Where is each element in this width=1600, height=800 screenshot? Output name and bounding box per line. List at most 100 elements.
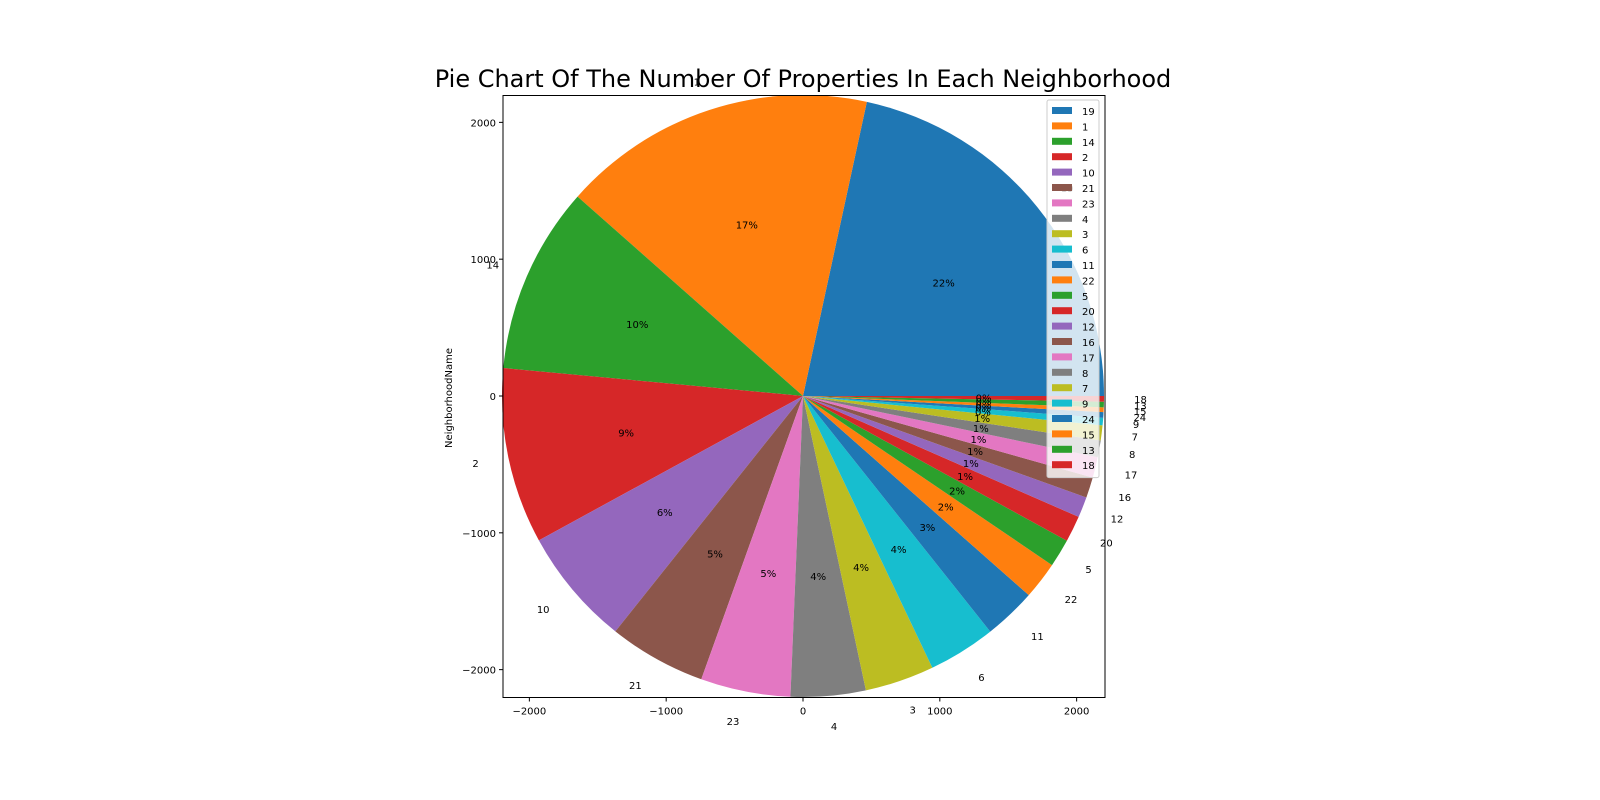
legend-label: 13 xyxy=(1082,446,1095,457)
pie-slice-24 xyxy=(803,396,1104,418)
legend-swatch xyxy=(1052,291,1072,299)
pie-percent-label: 0% xyxy=(975,407,991,418)
legend-label: 3 xyxy=(1082,230,1088,241)
pie-slice-16 xyxy=(803,396,1093,498)
legend-label: 20 xyxy=(1082,307,1095,318)
legend-swatch xyxy=(1052,122,1072,130)
legend-label: 12 xyxy=(1082,323,1095,334)
legend-swatch xyxy=(1052,107,1072,114)
x-tick-label: −1000 xyxy=(649,707,683,718)
legend-swatch xyxy=(1052,399,1072,407)
pie-percent-label: 0% xyxy=(975,403,991,414)
legend-swatch xyxy=(1052,137,1072,145)
legend-label: 14 xyxy=(1082,138,1095,149)
pie-slice-1 xyxy=(577,95,867,397)
legend-label: 5 xyxy=(1082,292,1088,303)
pie-slice-8 xyxy=(803,396,1101,458)
legend-label: 15 xyxy=(1082,430,1095,441)
pie-percent-label: 0% xyxy=(976,394,992,405)
pie-slice-12 xyxy=(803,396,1087,517)
legend-swatch xyxy=(1052,322,1072,330)
legend-label: 19 xyxy=(1082,107,1095,118)
pie-percent-label: 0% xyxy=(975,400,991,411)
pie-percent-label: 4% xyxy=(810,572,826,583)
pie-percent-label: 2% xyxy=(949,486,965,497)
y-tick-label: 0 xyxy=(490,392,496,403)
legend-swatch xyxy=(1052,245,1072,253)
pie-percent-label: 6% xyxy=(657,508,673,519)
legend-label: 4 xyxy=(1082,215,1088,226)
pie-slice-18 xyxy=(803,396,1104,402)
pie-slice-20 xyxy=(803,396,1079,541)
legend-swatch xyxy=(1052,368,1072,376)
legend-swatch xyxy=(1052,461,1072,469)
percent-labels: 22%17%10%9%6%5%5% 4%4%4%3%2%2%1%1%1%1%1%1… xyxy=(618,220,991,583)
x-tick-label: 1000 xyxy=(927,707,952,718)
pie-slice-21 xyxy=(615,396,803,680)
legend-swatch xyxy=(1052,445,1072,453)
pie-slice-10 xyxy=(538,396,803,632)
y-axis-ticks: 2000 1000 0 −1000 −2000 xyxy=(462,118,503,677)
pie-category-label: 11 xyxy=(1031,632,1044,643)
pie-category-label: 8 xyxy=(1129,450,1135,461)
legend-swatch xyxy=(1052,230,1072,238)
legend-label: 7 xyxy=(1082,384,1088,395)
pie-category-label: 9 xyxy=(1133,420,1139,431)
pie-percent-label: 5% xyxy=(760,569,776,580)
x-axis-ticks: −2000 −1000 0 1000 2000 xyxy=(512,697,1089,718)
legend-swatch xyxy=(1052,168,1072,176)
legend-label: 11 xyxy=(1082,261,1095,272)
legend-box xyxy=(1046,99,1100,479)
legend-label: 22 xyxy=(1082,276,1095,287)
pie-percent-label: 1% xyxy=(967,447,983,458)
x-tick-label: −2000 xyxy=(512,707,546,718)
pie-percent-label: 3% xyxy=(919,523,935,534)
pie-category-label: 20 xyxy=(1100,538,1113,549)
pie-category-label: 1 xyxy=(694,77,700,88)
legend-swatch xyxy=(1052,430,1072,438)
pie-percent-label: 1% xyxy=(957,472,973,483)
pie-category-label: 17 xyxy=(1125,471,1138,482)
legend-swatch xyxy=(1052,384,1072,392)
pie-percent-label: 0% xyxy=(976,397,992,408)
legend-swatch xyxy=(1052,307,1072,315)
pie-category-label: 24 xyxy=(1133,413,1146,424)
pie-slice-23 xyxy=(701,396,803,697)
pie-percent-label: 1% xyxy=(970,435,986,446)
legend-swatch xyxy=(1052,153,1072,161)
pie-percent-label: 17% xyxy=(736,220,758,231)
legend-label: 9 xyxy=(1082,400,1088,411)
legend-swatch xyxy=(1052,276,1072,284)
legend: 19 1 14 2 10 21 23 4 3 6 11 22 5 20 12 16 17 8 7 9 24 15 13 18 xyxy=(1046,99,1100,479)
pie-percent-label: 10% xyxy=(626,320,648,331)
y-tick-label: −1000 xyxy=(462,529,496,540)
legend-swatch xyxy=(1052,261,1072,268)
legend-swatch xyxy=(1052,338,1072,345)
pie-category-label: 10 xyxy=(537,605,550,616)
x-tick-label: 2000 xyxy=(1064,707,1089,718)
legend-label: 2 xyxy=(1082,153,1088,164)
pie-slice-9 xyxy=(803,396,1104,426)
pie-percent-label: 1% xyxy=(974,414,990,425)
pie-category-label: 21 xyxy=(629,681,642,692)
pie-category-label: 22 xyxy=(1065,595,1078,606)
pie-category-label: 4 xyxy=(831,722,837,733)
x-tick-label: 0 xyxy=(800,707,806,718)
y-tick-label: −2000 xyxy=(462,666,496,677)
pie-category-label: 23 xyxy=(727,717,740,728)
pie-percent-label: 1% xyxy=(973,424,989,435)
pie-slice-22 xyxy=(803,396,1053,596)
pie-percent-label: 4% xyxy=(853,563,869,574)
pie-category-label: 3 xyxy=(909,706,915,717)
pie-slice-2 xyxy=(501,368,803,541)
pie-slice-13 xyxy=(803,396,1104,408)
pie-slice-11 xyxy=(803,396,1029,632)
legend-swatch xyxy=(1052,415,1072,422)
pie-category-label: 13 xyxy=(1134,401,1147,412)
pie-category-label: 15 xyxy=(1134,407,1147,418)
y-axis-label: NeighborhoodName xyxy=(444,348,455,448)
legend-swatch xyxy=(1052,184,1072,191)
legend-label: 8 xyxy=(1082,369,1088,380)
